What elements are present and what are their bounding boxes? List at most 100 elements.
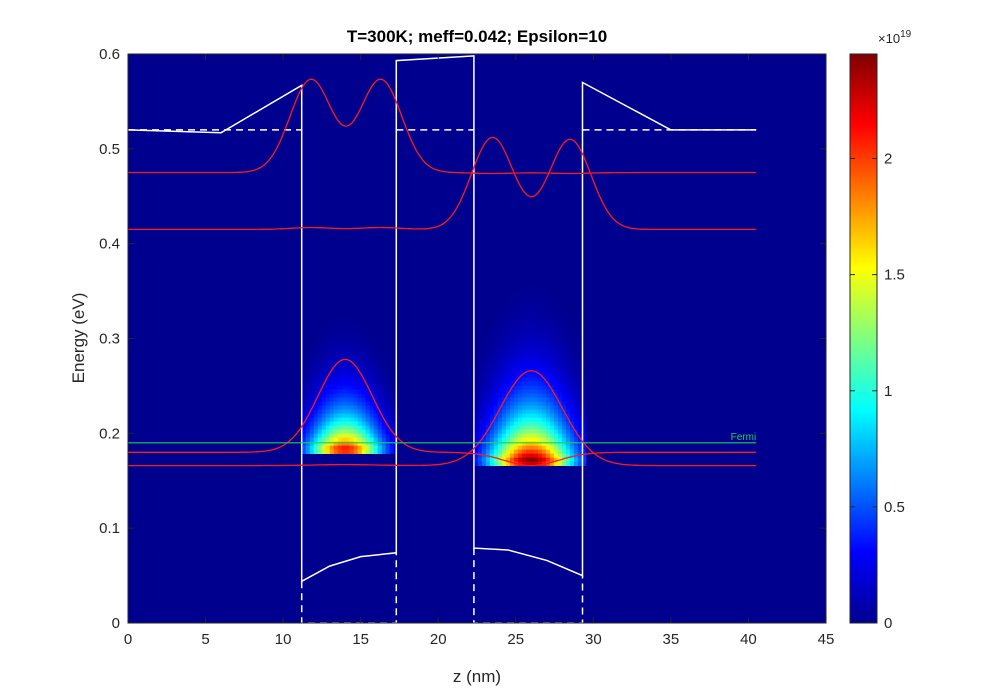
- density-cell: [485, 369, 491, 374]
- density-cell: [321, 425, 327, 430]
- density-cell: [553, 417, 559, 422]
- density-cell: [345, 349, 351, 354]
- density-cell: [525, 417, 531, 422]
- density-cell: [521, 357, 527, 362]
- density-cell: [545, 405, 551, 410]
- density-cell: [361, 389, 367, 394]
- density-cell: [477, 377, 483, 382]
- density-cell: [389, 385, 395, 390]
- density-cell: [565, 393, 571, 398]
- density-cell: [305, 353, 311, 358]
- density-cell: [489, 353, 495, 358]
- density-cell: [513, 357, 519, 362]
- density-cell: [513, 373, 519, 378]
- density-cell: [337, 345, 343, 350]
- density-cell: [517, 421, 523, 426]
- density-cell: [541, 317, 547, 322]
- density-cell: [497, 321, 503, 326]
- density-cell: [525, 437, 531, 442]
- density-cell: [509, 357, 515, 362]
- density-cell: [529, 321, 535, 326]
- density-cell: [549, 293, 555, 298]
- density-cell: [537, 301, 543, 306]
- density-cell: [349, 349, 355, 354]
- density-cell: [485, 349, 491, 354]
- density-cell: [517, 301, 523, 306]
- density-cell: [509, 421, 515, 426]
- density-cell: [361, 437, 367, 442]
- density-cell: [545, 385, 551, 390]
- density-cell: [369, 445, 375, 450]
- density-cell: [565, 453, 571, 458]
- density-cell: [369, 369, 375, 374]
- density-cell: [513, 345, 519, 350]
- density-cell: [541, 361, 547, 366]
- density-cell: [317, 417, 323, 422]
- density-cell: [565, 413, 571, 418]
- chart-title: T=300K; meff=0.042; Epsilon=10: [347, 27, 607, 46]
- density-cell: [325, 409, 331, 414]
- density-cell: [569, 445, 575, 450]
- density-cell: [553, 425, 559, 430]
- density-cell: [505, 377, 511, 382]
- density-cell: [561, 325, 567, 330]
- density-cell: [489, 409, 495, 414]
- density-cell: [533, 405, 539, 410]
- density-cell: [489, 385, 495, 390]
- density-cell: [333, 405, 339, 410]
- density-cell: [581, 429, 587, 434]
- density-cell: [565, 365, 571, 370]
- density-cell: [377, 377, 383, 382]
- density-cell: [561, 401, 567, 406]
- density-cell: [353, 449, 359, 454]
- density-cell: [521, 421, 527, 426]
- density-cell: [489, 449, 495, 454]
- density-cell: [361, 417, 367, 422]
- density-cell: [525, 433, 531, 438]
- density-cell: [529, 429, 535, 434]
- density-cell: [481, 441, 487, 446]
- density-cell: [517, 461, 523, 466]
- density-cell: [573, 353, 579, 358]
- density-cell: [369, 357, 375, 362]
- density-cell: [509, 377, 515, 382]
- density-cell: [533, 413, 539, 418]
- density-cell: [301, 405, 307, 410]
- density-cell: [561, 461, 567, 466]
- density-cell: [329, 401, 335, 406]
- density-cell: [549, 449, 555, 454]
- density-cell: [509, 337, 515, 342]
- density-cell: [533, 357, 539, 362]
- density-cell: [385, 401, 391, 406]
- density-cell: [537, 409, 543, 414]
- density-cell: [385, 421, 391, 426]
- density-cell: [373, 413, 379, 418]
- density-cell: [333, 357, 339, 362]
- density-cell: [349, 449, 355, 454]
- density-cell: [573, 373, 579, 378]
- density-cell: [513, 393, 519, 398]
- density-cell: [361, 361, 367, 366]
- density-cell: [341, 337, 347, 342]
- density-cell: [557, 381, 563, 386]
- density-cell: [365, 441, 371, 446]
- density-cell: [569, 341, 575, 346]
- density-cell: [565, 425, 571, 430]
- density-cell: [389, 393, 395, 398]
- density-cell: [537, 337, 543, 342]
- density-cell: [521, 325, 527, 330]
- density-cell: [489, 425, 495, 430]
- density-cell: [341, 381, 347, 386]
- density-cell: [553, 321, 559, 326]
- density-cell: [341, 353, 347, 358]
- density-cell: [573, 341, 579, 346]
- density-cell: [305, 361, 311, 366]
- density-cell: [325, 393, 331, 398]
- density-cell: [345, 429, 351, 434]
- density-cell: [537, 413, 543, 418]
- density-cell: [381, 413, 387, 418]
- density-cell: [337, 413, 343, 418]
- density-cell: [329, 445, 335, 450]
- density-cell: [509, 409, 515, 414]
- density-cell: [581, 453, 587, 458]
